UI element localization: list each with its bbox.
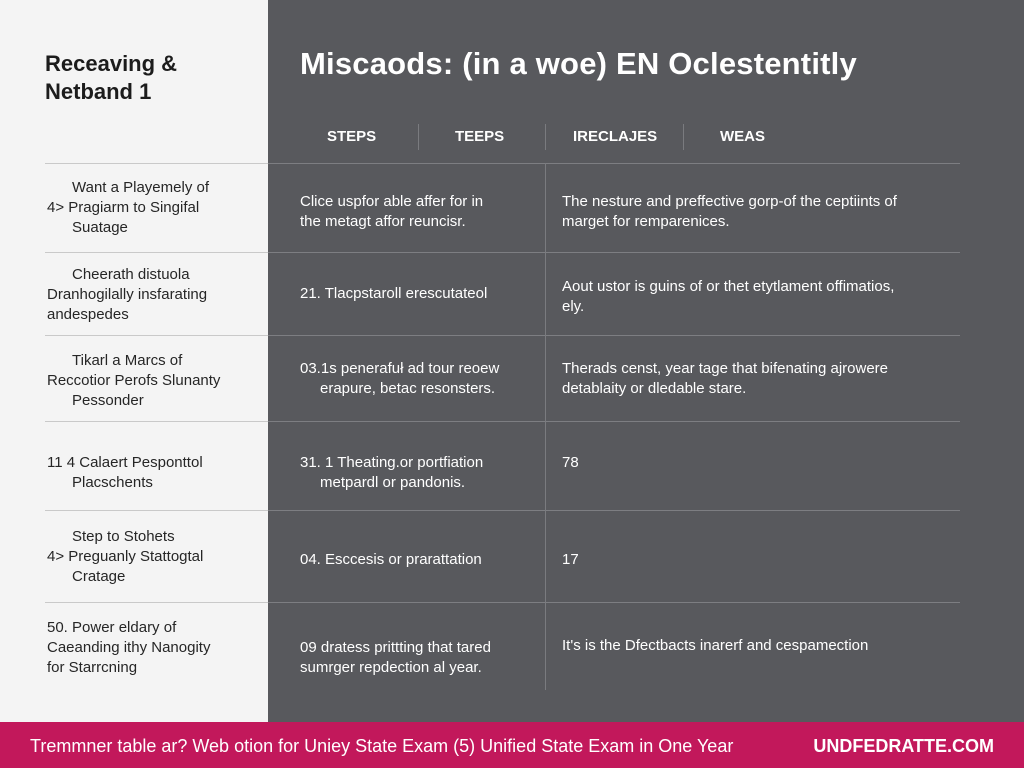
cell-line: the metagt affor reuncisr. <box>300 213 466 230</box>
column-header-weas: WEAS <box>720 128 765 145</box>
sidebar-title: Receaving & Netband 1 <box>45 50 255 106</box>
table-cell-weas: Therads censt, year tage that bifenating… <box>562 359 888 399</box>
sidebar-title-line2: Netband 1 <box>45 79 152 104</box>
cell-line: marget for remparenices. <box>562 213 730 230</box>
row-divider <box>45 602 268 603</box>
table-cell-steps: 03.1s penerafuł ad tour reoew erapure, b… <box>300 359 499 399</box>
main-panel <box>268 0 1024 722</box>
cell-line: 31. 1 Theating.or portfiation <box>300 454 484 471</box>
header-divider <box>683 124 684 150</box>
sidebar-row[interactable]: Tikarl a Marcs of Reccotior Perofs Sluna… <box>47 351 220 411</box>
row-divider <box>45 421 268 422</box>
sidebar-row-line: 4> Pragiarm to Singifal <box>47 199 200 216</box>
sidebar-row-line: Placschents <box>72 474 153 491</box>
cell-line: erapure, betac resonsters. <box>320 380 496 397</box>
row-divider <box>45 335 268 336</box>
sidebar-row-line: Tikarl a Marcs of <box>72 352 183 369</box>
sidebar-row-line: 11 4 Calaert Pesponttol <box>47 454 203 471</box>
sidebar-row-line: 4> Preguanly Stattogtal <box>47 548 204 565</box>
row-divider <box>268 602 960 603</box>
sidebar-row-line: 50. Power eldary of <box>47 619 177 636</box>
cell-line: sumrger repdection al year. <box>300 659 482 676</box>
footer-text: Tremmner table ar? Web otion for Uniey S… <box>30 736 734 756</box>
table-cell-weas: The nesture and preffective gorp-of the … <box>562 192 897 232</box>
sidebar-row[interactable]: Step to Stohets 4> Preguanly Stattogtal … <box>47 527 203 587</box>
table-cell-weas: 17 <box>562 550 579 570</box>
row-divider <box>45 510 268 511</box>
sidebar-row-line: Pessonder <box>72 392 144 409</box>
sidebar-row-line: for Starrcning <box>47 659 138 676</box>
sidebar-row-line: Suatage <box>72 219 128 236</box>
table-cell-steps: 04. Esccesis or prarattation <box>300 550 482 570</box>
sidebar-row-line: Step to Stohets <box>72 528 175 545</box>
header-divider <box>545 124 546 150</box>
cell-line: Aout ustor is guins of or thet etytlamen… <box>562 278 895 295</box>
cell-line: detablaity or dledable stare. <box>562 380 747 397</box>
cell-line: metpardl or pandonis. <box>320 474 466 491</box>
sidebar-row[interactable]: Cheerath distuola Dranhogilally insfarat… <box>47 265 207 325</box>
sidebar-row-line: Caeanding ithy Nanogity <box>47 639 211 656</box>
footer-site-link[interactable]: UNDFEDRATTE.COM <box>813 736 994 756</box>
table-cell-steps: 09 dratess prittting that tared sumrger … <box>300 638 491 678</box>
cell-line: Clice uspfor able affer for in <box>300 193 484 210</box>
column-header-ireclajes: IRECLAJES <box>573 128 658 145</box>
table-cell-steps: Clice uspfor able affer for in the metag… <box>300 192 483 232</box>
cell-line: It's is the Dfectbacts inarerf and cespa… <box>562 637 869 654</box>
row-divider <box>268 252 960 253</box>
row-divider <box>45 163 268 164</box>
table-cell-steps: 21. Tlacpstaroll erescutateol <box>300 284 487 304</box>
footer-bar: Tremmner table ar? Web otion for Uniey S… <box>0 722 1024 768</box>
sidebar-row[interactable]: 50. Power eldary of Caeanding ithy Nanog… <box>47 618 210 678</box>
cell-line: 17 <box>562 551 579 568</box>
column-header-steps: STEPS <box>327 128 377 145</box>
row-divider <box>268 163 960 164</box>
sidebar-row-line: Cheerath distuola <box>72 266 190 283</box>
sidebar-row-line: Want a Playemely of <box>72 179 209 196</box>
header-divider <box>418 124 419 150</box>
table-cell-steps: 31. 1 Theating.or portfiation metpardl o… <box>300 453 483 493</box>
cell-line: 04. Esccesis or prarattation <box>300 551 482 568</box>
table-cell-weas: It's is the Dfectbacts inarerf and cespa… <box>562 636 868 656</box>
sidebar-row[interactable]: Want a Playemely of 4> Pragiarm to Singi… <box>47 178 209 238</box>
cell-line: 03.1s penerafuł ad tour reoew <box>300 360 500 377</box>
row-divider <box>45 252 268 253</box>
table-cell-weas: Aout ustor is guins of or thet etytlamen… <box>562 277 894 317</box>
cell-line: 78 <box>562 454 579 471</box>
sidebar-row-line: andespedes <box>47 306 129 323</box>
column-header-teeps: TEEPS <box>455 128 505 145</box>
row-divider <box>268 421 960 422</box>
page-title: Miscaods: (in a woe) EN Oclestentitly <box>300 46 857 81</box>
row-divider <box>268 510 960 511</box>
column-divider <box>545 163 546 690</box>
sidebar-panel: Receaving & Netband 1 <box>0 0 268 722</box>
cell-line: 21. Tlacpstaroll erescutateol <box>300 285 488 302</box>
sidebar-title-line1: Receaving & <box>45 51 178 76</box>
cell-line: ely. <box>562 298 585 315</box>
sidebar-row-line: Dranhogilally insfarating <box>47 286 208 303</box>
row-divider <box>268 335 960 336</box>
cell-line: 09 dratess prittting that tared <box>300 639 491 656</box>
cell-line: Therads censt, year tage that bifenating… <box>562 360 889 377</box>
table-cell-weas: 78 <box>562 453 579 473</box>
cell-line: The nesture and preffective gorp-of the … <box>562 193 897 210</box>
sidebar-row[interactable]: 11 4 Calaert Pesponttol Placschents <box>47 453 203 493</box>
sidebar-row-line: Reccotior Perofs Slunanty <box>47 372 221 389</box>
sidebar-row-line: Cratage <box>72 568 126 585</box>
